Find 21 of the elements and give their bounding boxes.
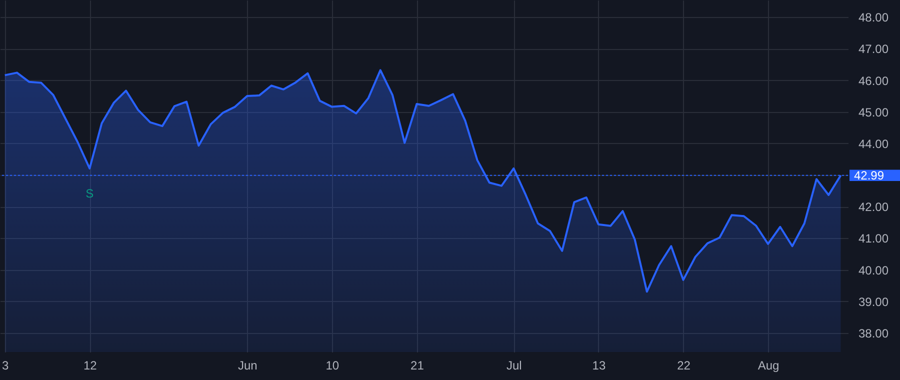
- y-tick-label: 40.00: [858, 263, 889, 278]
- y-tick-label: 45.00: [858, 105, 889, 120]
- x-tick-label: Jul: [506, 358, 522, 372]
- x-tick-label: 13: [592, 358, 606, 372]
- y-tick-label: 42.00: [858, 200, 889, 214]
- x-tick-label: 3: [2, 358, 9, 372]
- x-tick-label: 21: [410, 358, 424, 372]
- y-tick-label: 46.00: [858, 74, 889, 88]
- y-tick-label: 41.00: [858, 232, 889, 246]
- x-tick-label: 10: [326, 358, 340, 372]
- x-tick-label: 12: [83, 358, 98, 372]
- y-tick-label: 44.00: [858, 136, 889, 151]
- annotation: S: [86, 186, 94, 200]
- x-tick-label: Jun: [238, 358, 258, 372]
- ref-line-label: 42.99: [854, 168, 884, 182]
- y-tick-label: 47.00: [858, 42, 889, 56]
- y-tick-label: 39.00: [858, 294, 889, 309]
- y-tick-label: 48.00: [858, 10, 889, 25]
- x-tick-label: 22: [677, 358, 691, 372]
- y-tick-label: 38.00: [858, 326, 889, 341]
- x-tick-label: Aug: [758, 358, 780, 372]
